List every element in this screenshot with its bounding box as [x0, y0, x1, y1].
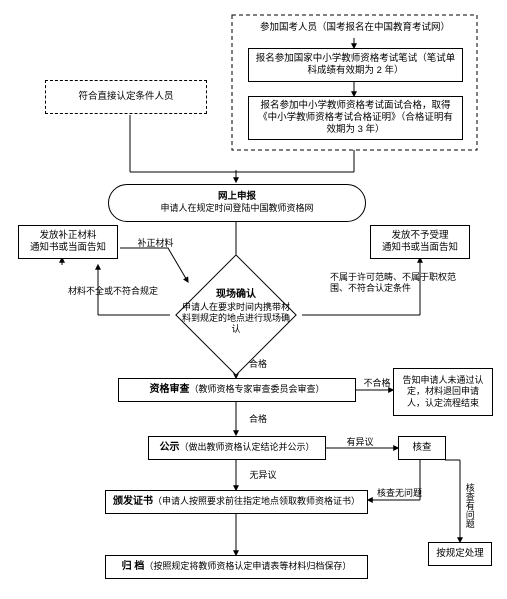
label-not-scope: 不属于许可范畴、不属于职权范围、不符合认定条件: [330, 272, 465, 294]
label-not-pass: 不合格: [358, 378, 396, 389]
node-web-apply: 网上申报 申请人在规定时间登陆中国教师资格网: [108, 184, 366, 222]
onsite-title: 现场确认: [216, 289, 256, 300]
qual-review-sub: （教师资格专家审查委员会审查）: [189, 384, 324, 395]
send-supp-sub: 通知书或当面告知: [30, 242, 106, 254]
label-pass-2: 合格: [243, 414, 273, 425]
web-apply-sub: 申请人在规定时间登陆中国教师资格网: [160, 203, 313, 214]
archive-sub: （按照规定将教师资格认定申请表等材料归档保存）: [144, 561, 351, 572]
archive-title: 归 档: [122, 561, 145, 574]
node-qual-review: 资格审查 （教师资格专家审查委员会审查）: [118, 378, 356, 402]
node-publicity: 公示 （做出教师资格认定结论并公示）: [148, 436, 326, 460]
node-archive: 归 档 （按照规定将教师资格认定申请表等材料归档保存）: [105, 555, 368, 579]
issue-cert-title: 颁发证书: [113, 496, 153, 509]
node-direct-condition: 符合直接认定条件人员: [45, 80, 207, 114]
publicity-sub: （做出教师资格认定结论并公示）: [179, 442, 314, 453]
onsite-sub: 申请人在要求时间内携带材料到规定的地点进行现场确认: [182, 302, 290, 335]
not-accept-sub: 通知书或当面告知: [382, 242, 458, 254]
node-notify-fail: 告知申请人未通过认定，材料退回申请人，认定流程结束: [393, 368, 493, 416]
label-supp-material: 补正材料: [128, 238, 183, 249]
node-not-accept: 发放不予受理 通知书或当面告知: [370, 225, 470, 259]
send-supp-title: 发放补正材料: [39, 230, 96, 242]
node-exam-interview: 报名参加中小学教师资格考试面试合格，取得《中小学教师资格考试合格证明》（合格证明…: [248, 96, 463, 140]
issue-cert-sub: （申请人按照要求前往指定地点领取教师资格证书）: [153, 496, 360, 507]
label-recheck-problem: 核查有问题: [464, 475, 475, 535]
node-recheck: 核查: [398, 436, 446, 460]
label-incomplete: 材料不全或不符合规定: [68, 286, 158, 297]
label-objection: 有异议: [340, 437, 380, 448]
label-no-objection: 无异议: [243, 470, 283, 481]
label-pass-1: 合格: [243, 359, 273, 370]
publicity-title: 公示: [159, 442, 179, 455]
node-exam-group-title: 参加国考人员（国考报名在中国教育考试网）: [236, 22, 474, 33]
node-exam-written: 报名参加国家中小学教师资格考试笔试（笔试单科成绩有效期为 2 年）: [248, 48, 463, 82]
web-apply-title: 网上申报: [218, 191, 256, 203]
qual-review-title: 资格审查: [149, 384, 189, 397]
node-issue-cert: 颁发证书 （申请人按照要求前往指定地点领取教师资格证书）: [105, 490, 368, 514]
node-onsite-confirm: 现场确认 申请人在要求时间内携带材料到规定的地点进行现场确认: [180, 289, 292, 335]
node-handle-rule: 按规定处理: [428, 542, 492, 566]
node-send-supplement: 发放补正材料 通知书或当面告知: [18, 225, 118, 259]
label-recheck-ok: 核查无问题: [372, 488, 427, 499]
not-accept-title: 发放不予受理: [391, 230, 448, 242]
